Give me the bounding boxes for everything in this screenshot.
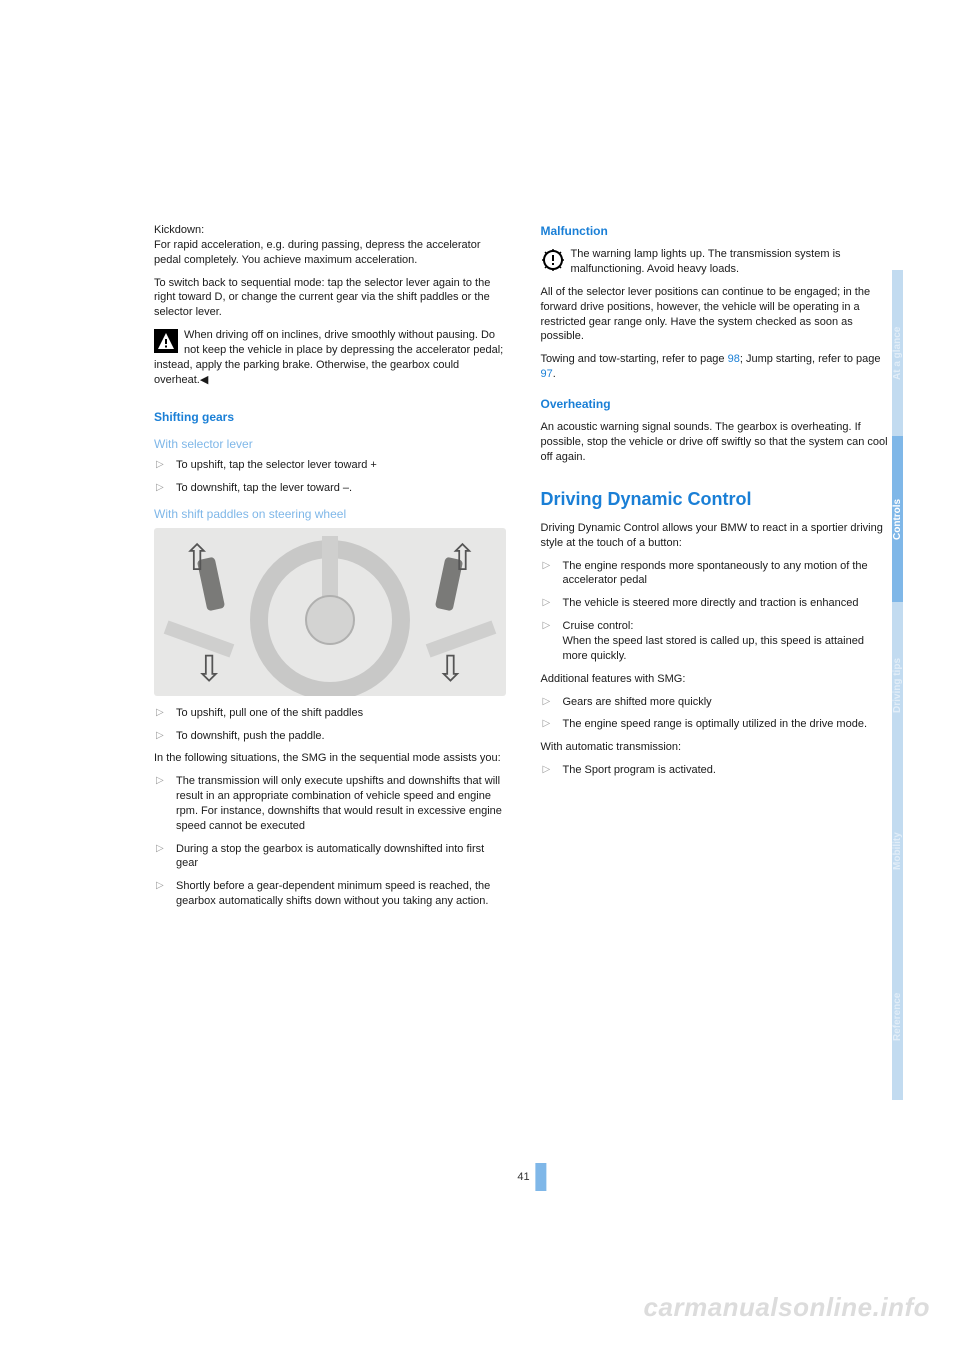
list-item: During a stop the gearbox is automatical…: [154, 842, 506, 872]
smg-intro: Additional features with SMG:: [541, 672, 893, 687]
side-tab-driving-tips[interactable]: Driving tips: [892, 602, 903, 768]
malfunction-warning: The warning lamp lights up. The transmis…: [541, 247, 893, 277]
towing-sep-text: ; Jump starting, refer to page: [740, 353, 881, 365]
overheating-heading: Overheating: [541, 396, 893, 412]
following-intro: In the following situations, the SMG in …: [154, 751, 506, 766]
auto-list: The Sport program is activated.: [541, 763, 893, 778]
kickdown-label: Kickdown:For rapid acceleration, e.g. du…: [154, 223, 506, 268]
ddc-list: The engine responds more spontaneously t…: [541, 559, 893, 664]
shifting-gears-heading: Shifting gears: [154, 409, 506, 425]
list-item: Cruise control: When the speed last stor…: [541, 619, 893, 664]
list-item: The vehicle is steered more directly and…: [541, 596, 893, 611]
list-item: Gears are shifted more quickly: [541, 695, 893, 710]
list-item: To downshift, push the paddle.: [154, 729, 506, 744]
overheating-body: An acoustic warning signal sounds. The g…: [541, 420, 893, 465]
page-link-97[interactable]: 97: [541, 368, 553, 380]
list-item: The transmission will only execute upshi…: [154, 774, 506, 833]
list-item: To upshift, tap the selector lever towar…: [154, 458, 506, 473]
warning-icon: [154, 329, 178, 353]
list-item: The engine responds more spontaneously t…: [541, 559, 893, 589]
list-item: To upshift, pull one of the shift paddle…: [154, 706, 506, 721]
list-item: The engine speed range is optimally util…: [541, 717, 893, 732]
paddles-list: To upshift, pull one of the shift paddle…: [154, 706, 506, 744]
list-item: The Sport program is activated.: [541, 763, 893, 778]
page-content-area: Kickdown:For rapid acceleration, e.g. du…: [0, 0, 960, 957]
warning-text: When driving off on inclines, drive smoo…: [154, 329, 503, 386]
warning-lamp-icon: [541, 248, 565, 272]
ddc-intro: Driving Dynamic Control allows your BMW …: [541, 521, 893, 551]
page-footer: 41: [517, 1163, 546, 1191]
towing-post-text: .: [553, 368, 556, 380]
side-tab-controls[interactable]: Controls: [892, 436, 903, 602]
warning-paragraph: When driving off on inclines, drive smoo…: [154, 328, 506, 387]
switch-back-paragraph: To switch back to sequential mode: tap t…: [154, 276, 506, 321]
towing-paragraph: Towing and tow-starting, refer to page 9…: [541, 352, 893, 382]
page-number-bar: [536, 1163, 547, 1191]
driving-dynamic-control-heading: Driving Dynamic Control: [541, 487, 893, 511]
kickdown-body: For rapid acceleration, e.g. during pass…: [154, 239, 481, 266]
smg-list: Gears are shifted more quickly The engin…: [541, 695, 893, 733]
side-tabs: At a glanceControlsDriving tipsMobilityR…: [892, 0, 960, 1358]
following-list: The transmission will only execute upshi…: [154, 774, 506, 909]
steering-wheel-image: ⇧ ⇧ ⇩ ⇩: [154, 528, 506, 696]
with-selector-lever-heading: With selector lever: [154, 436, 506, 452]
malfunction-body: All of the selector lever positions can …: [541, 285, 893, 344]
left-column: Kickdown:For rapid acceleration, e.g. du…: [154, 223, 506, 917]
watermark: carmanualsonline.info: [644, 1292, 930, 1323]
auto-intro: With automatic transmission:: [541, 740, 893, 755]
malfunction-heading: Malfunction: [541, 223, 893, 239]
side-tab-mobility[interactable]: Mobility: [892, 768, 903, 934]
page-link-98[interactable]: 98: [728, 353, 740, 365]
towing-pre-text: Towing and tow-starting, refer to page: [541, 353, 728, 365]
right-column: Malfunction The warning lamp lights up. …: [541, 223, 893, 917]
list-item: Shortly before a gear-dependent minimum …: [154, 879, 506, 909]
list-item: To downshift, tap the lever toward –.: [154, 481, 506, 496]
page-number: 41: [517, 1171, 529, 1183]
side-tab-reference[interactable]: Reference: [892, 934, 903, 1100]
selector-lever-list: To upshift, tap the selector lever towar…: [154, 458, 506, 496]
side-tab-at-a-glance[interactable]: At a glance: [892, 270, 903, 436]
with-shift-paddles-heading: With shift paddles on steering wheel: [154, 506, 506, 522]
malfunction-warn-text: The warning lamp lights up. The transmis…: [571, 248, 841, 275]
